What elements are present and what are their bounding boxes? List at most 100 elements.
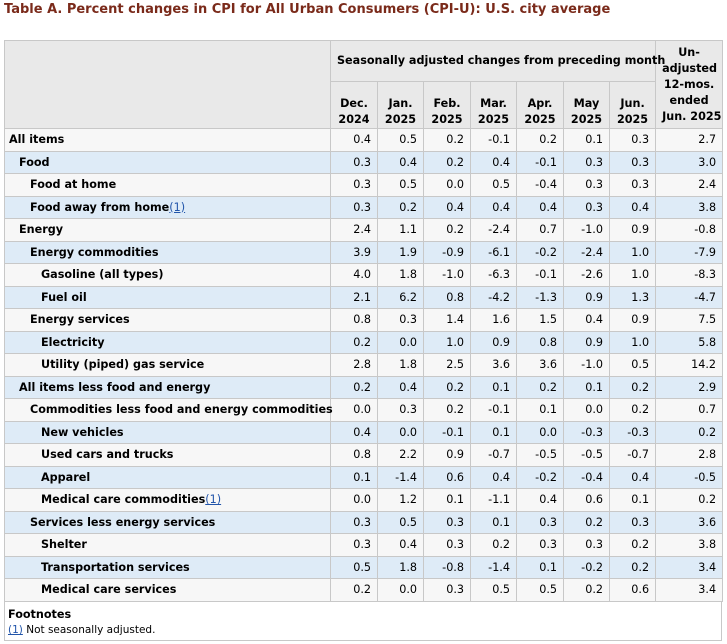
value-cell: 3.8 (655, 533, 724, 557)
footnote-text: Not seasonally adjusted. (22, 624, 156, 636)
value-cell: 0.3 (423, 510, 471, 534)
value-cell: 7.5 (655, 308, 724, 332)
row-label: Shelter (4, 533, 331, 557)
value-cell: 0.3 (563, 533, 610, 557)
table-row: Fuel oil 2.1 6.2 0.8 -4.2 -1.3 0.9 1.3 -4.7 (4, 285, 724, 309)
value-cell: 0.2 (330, 330, 378, 354)
value-cell: 0.9 (563, 330, 610, 354)
value-cell: 0.8 (516, 330, 564, 354)
value-cell: 0.4 (516, 195, 564, 219)
value-cell: 0.0 (563, 398, 610, 422)
row-label: Commodities less food and energy commodi… (4, 398, 333, 422)
value-cell: 0.9 (608, 218, 657, 242)
value-cell: 1.8 (377, 263, 424, 287)
value-cell: 0.1 (470, 420, 517, 444)
month-header-row: Dec. 2024 Jan. 2025 Feb. 2025 Mar. 2025 Apr. 2025… (5, 81, 723, 129)
table-row: All items 0.4 0.5 0.2 -0.1 0.2 0.1 0.3 2.7 (4, 128, 724, 152)
value-cell: 0.2 (470, 533, 517, 557)
table-row: Food at home 0.3 0.5 0.0 0.5 -0.4 0.3 0.3 2.4 (4, 173, 724, 197)
value-cell: 0.3 (516, 533, 564, 557)
month-header: Jun. 2025 (608, 81, 657, 129)
value-cell: 0.2 (423, 218, 471, 242)
value-cell: 0.2 (563, 510, 610, 534)
value-cell: -0.1 (470, 128, 517, 152)
value-cell: 2.7 (655, 128, 724, 152)
footnote-link[interactable]: (1) (8, 624, 23, 636)
value-cell: 0.3 (423, 533, 471, 557)
value-cell: 2.8 (655, 443, 724, 467)
value-cell: -8.3 (655, 263, 724, 287)
value-cell: -0.5 (516, 443, 564, 467)
row-label: Food (4, 150, 331, 174)
value-cell: -2.4 (470, 218, 517, 242)
value-cell: 0.5 (377, 173, 424, 197)
value-cell: -0.2 (516, 240, 564, 264)
value-cell: 0.9 (470, 330, 517, 354)
value-cell: 0.2 (608, 533, 657, 557)
value-cell: 0.0 (330, 398, 378, 422)
value-cell: 0.2 (377, 195, 424, 219)
value-cell: 0.3 (377, 308, 424, 332)
value-cell: 0.1 (608, 488, 657, 512)
value-cell: 0.2 (516, 375, 564, 399)
value-cell: 0.4 (330, 128, 378, 152)
value-cell: 0.1 (563, 128, 610, 152)
value-cell: 0.2 (423, 398, 471, 422)
row-label: Used cars and trucks (4, 443, 331, 467)
value-cell: 5.8 (655, 330, 724, 354)
value-cell: -0.3 (608, 420, 657, 444)
footnotes-box: Footnotes (1) Not seasonally adjusted. (4, 601, 722, 641)
value-cell: 0.1 (470, 510, 517, 534)
value-cell: -1.0 (423, 263, 471, 287)
value-cell: -0.1 (516, 263, 564, 287)
stub-header (4, 40, 331, 129)
value-cell: 0.4 (608, 195, 657, 219)
value-cell: 2.8 (330, 353, 378, 377)
value-cell: 4.0 (330, 263, 378, 287)
value-cell: 0.4 (377, 533, 424, 557)
value-cell: 0.2 (423, 375, 471, 399)
value-cell: 0.3 (330, 195, 378, 219)
value-cell: 0.3 (330, 150, 378, 174)
value-cell: 3.4 (655, 578, 724, 602)
value-cell: 0.3 (563, 173, 610, 197)
month-header: Dec. 2024 (330, 81, 378, 129)
value-cell: 2.4 (330, 218, 378, 242)
row-label: Electricity (4, 330, 331, 354)
value-cell: 2.2 (377, 443, 424, 467)
value-cell: 0.4 (423, 195, 471, 219)
value-cell: -0.1 (423, 420, 471, 444)
value-cell: -6.3 (470, 263, 517, 287)
value-cell: 0.4 (377, 150, 424, 174)
cpi-table: Seasonally adjusted changes from precedi… (4, 40, 724, 602)
table-row: Medical care commodities(1) 0.0 1.2 0.1 -1.1… (4, 488, 724, 512)
value-cell: 0.7 (655, 398, 724, 422)
value-cell: 0.4 (608, 465, 657, 489)
value-cell: -1.1 (470, 488, 517, 512)
value-cell: -1.3 (516, 285, 564, 309)
value-cell: 1.0 (608, 240, 657, 264)
footnote-link[interactable]: (1) (205, 493, 222, 507)
value-cell: 0.8 (330, 308, 378, 332)
value-cell: -0.2 (516, 465, 564, 489)
value-cell: -7.9 (655, 240, 724, 264)
table-row: Energy 2.4 1.1 0.2 -2.4 0.7 -1.0 0.9 -0.8 (4, 218, 724, 242)
value-cell: 0.1 (563, 375, 610, 399)
row-label: Utility (piped) gas service (4, 353, 331, 377)
value-cell: 1.0 (423, 330, 471, 354)
value-cell: 2.9 (655, 375, 724, 399)
value-cell: -0.1 (470, 398, 517, 422)
table-row: New vehicles 0.4 0.0 -0.1 0.1 0.0 -0.3 -0.3 0.2 (4, 420, 724, 444)
value-cell: -0.4 (516, 173, 564, 197)
value-cell: 0.3 (423, 578, 471, 602)
table-row: Energy services 0.8 0.3 1.4 1.6 1.5 0.4 0.9 7.5 (4, 308, 724, 332)
value-cell: -1.0 (563, 218, 610, 242)
footnote-link[interactable]: (1) (169, 200, 186, 214)
value-cell: 0.8 (330, 443, 378, 467)
value-cell: 0.0 (377, 420, 424, 444)
value-cell: 0.2 (608, 375, 657, 399)
table-row: Used cars and trucks 0.8 2.2 0.9 -0.7 -0.5 -0.… (4, 443, 724, 467)
value-cell: 0.3 (330, 510, 378, 534)
value-cell: 0.1 (423, 488, 471, 512)
value-cell: -1.4 (377, 465, 424, 489)
